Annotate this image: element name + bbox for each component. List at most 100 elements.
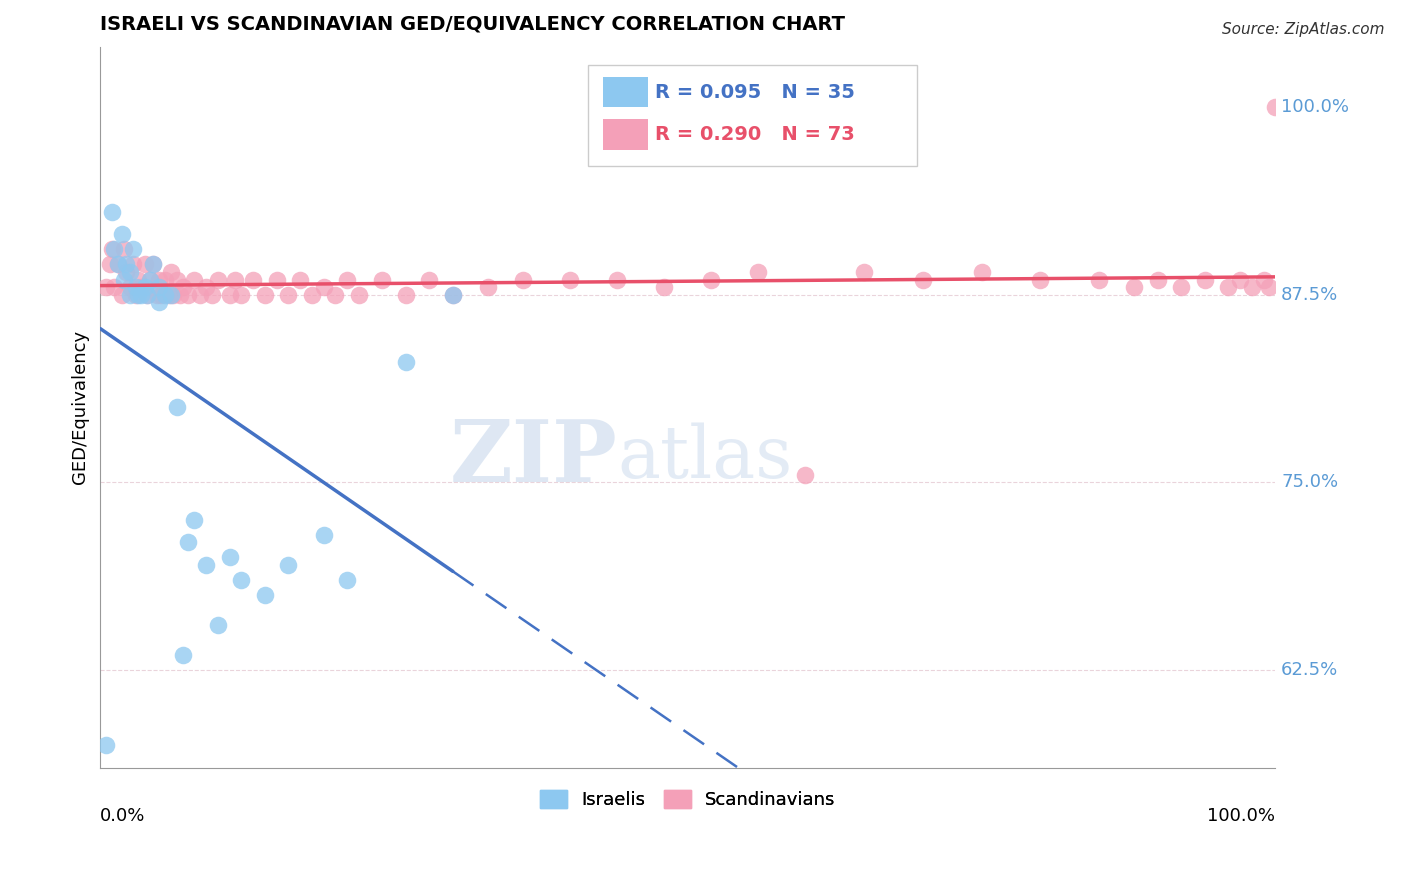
Point	[288, 272, 311, 286]
Point	[201, 287, 224, 301]
Point	[218, 287, 240, 301]
Point	[654, 280, 676, 294]
Point	[166, 272, 188, 286]
Point	[606, 272, 628, 286]
Point	[118, 287, 141, 301]
Point	[122, 243, 145, 257]
Point	[157, 287, 180, 301]
Point	[700, 272, 723, 286]
Point	[115, 265, 138, 279]
Text: R = 0.095   N = 35: R = 0.095 N = 35	[655, 83, 855, 102]
Point	[1218, 280, 1240, 294]
Point	[103, 243, 125, 257]
Point	[122, 258, 145, 272]
Point	[1170, 280, 1192, 294]
Point	[98, 258, 121, 272]
Point	[134, 258, 156, 272]
Point	[207, 618, 229, 632]
Text: 87.5%: 87.5%	[1281, 285, 1339, 303]
Text: ZIP: ZIP	[450, 416, 617, 500]
Point	[312, 528, 335, 542]
Point	[441, 287, 464, 301]
Point	[1253, 272, 1275, 286]
Point	[1123, 280, 1146, 294]
Point	[110, 227, 132, 242]
FancyBboxPatch shape	[603, 77, 648, 107]
Point	[336, 573, 359, 587]
FancyBboxPatch shape	[603, 120, 648, 150]
Point	[112, 243, 135, 257]
Point	[138, 272, 160, 286]
Point	[477, 280, 499, 294]
Point	[138, 272, 160, 286]
Point	[153, 287, 176, 301]
Point	[325, 287, 347, 301]
Point	[371, 272, 394, 286]
Point	[169, 287, 191, 301]
Point	[127, 272, 149, 286]
Point	[134, 280, 156, 294]
Point	[242, 272, 264, 286]
Point	[101, 243, 124, 257]
Point	[231, 287, 253, 301]
Point	[131, 287, 153, 301]
Point	[1147, 272, 1170, 286]
Point	[747, 265, 769, 279]
Text: Source: ZipAtlas.com: Source: ZipAtlas.com	[1222, 22, 1385, 37]
Point	[127, 287, 149, 301]
Point	[96, 280, 118, 294]
Text: 62.5%: 62.5%	[1281, 661, 1339, 679]
Point	[347, 287, 370, 301]
Point	[150, 287, 173, 301]
Point	[1240, 280, 1263, 294]
Point	[195, 280, 218, 294]
Point	[218, 550, 240, 565]
Point	[124, 280, 146, 294]
Point	[96, 738, 118, 752]
Text: ISRAELI VS SCANDINAVIAN GED/EQUIVALENCY CORRELATION CHART: ISRAELI VS SCANDINAVIAN GED/EQUIVALENCY …	[100, 15, 845, 34]
Point	[145, 287, 167, 301]
Point	[195, 558, 218, 572]
Text: atlas: atlas	[617, 423, 793, 493]
FancyBboxPatch shape	[588, 65, 917, 166]
Point	[418, 272, 440, 286]
Point	[911, 272, 934, 286]
Point	[266, 272, 288, 286]
Point	[1264, 100, 1286, 114]
Point	[112, 272, 135, 286]
Point	[101, 205, 124, 219]
Point	[1258, 280, 1281, 294]
Point	[253, 588, 276, 602]
Point	[336, 272, 359, 286]
Point	[148, 295, 170, 310]
Text: R = 0.290   N = 73: R = 0.290 N = 73	[655, 125, 855, 145]
Point	[166, 400, 188, 414]
Text: 0.0%: 0.0%	[100, 807, 146, 825]
Point	[1229, 272, 1251, 286]
Point	[118, 265, 141, 279]
Point	[560, 272, 582, 286]
Point	[177, 287, 200, 301]
Point	[136, 287, 159, 301]
Point	[794, 467, 817, 482]
Point	[253, 287, 276, 301]
Point	[441, 287, 464, 301]
Point	[153, 272, 176, 286]
Point	[183, 513, 205, 527]
Point	[277, 287, 299, 301]
Point	[172, 648, 194, 662]
Point	[142, 258, 165, 272]
Point	[970, 265, 993, 279]
Point	[224, 272, 246, 286]
Text: 100.0%: 100.0%	[1208, 807, 1275, 825]
Point	[395, 355, 418, 369]
Point	[148, 272, 170, 286]
Text: 75.0%: 75.0%	[1281, 474, 1339, 491]
Point	[160, 265, 183, 279]
Point	[118, 280, 141, 294]
Point	[188, 287, 211, 301]
Point	[183, 272, 205, 286]
Point	[136, 287, 159, 301]
Point	[207, 272, 229, 286]
Point	[395, 287, 418, 301]
